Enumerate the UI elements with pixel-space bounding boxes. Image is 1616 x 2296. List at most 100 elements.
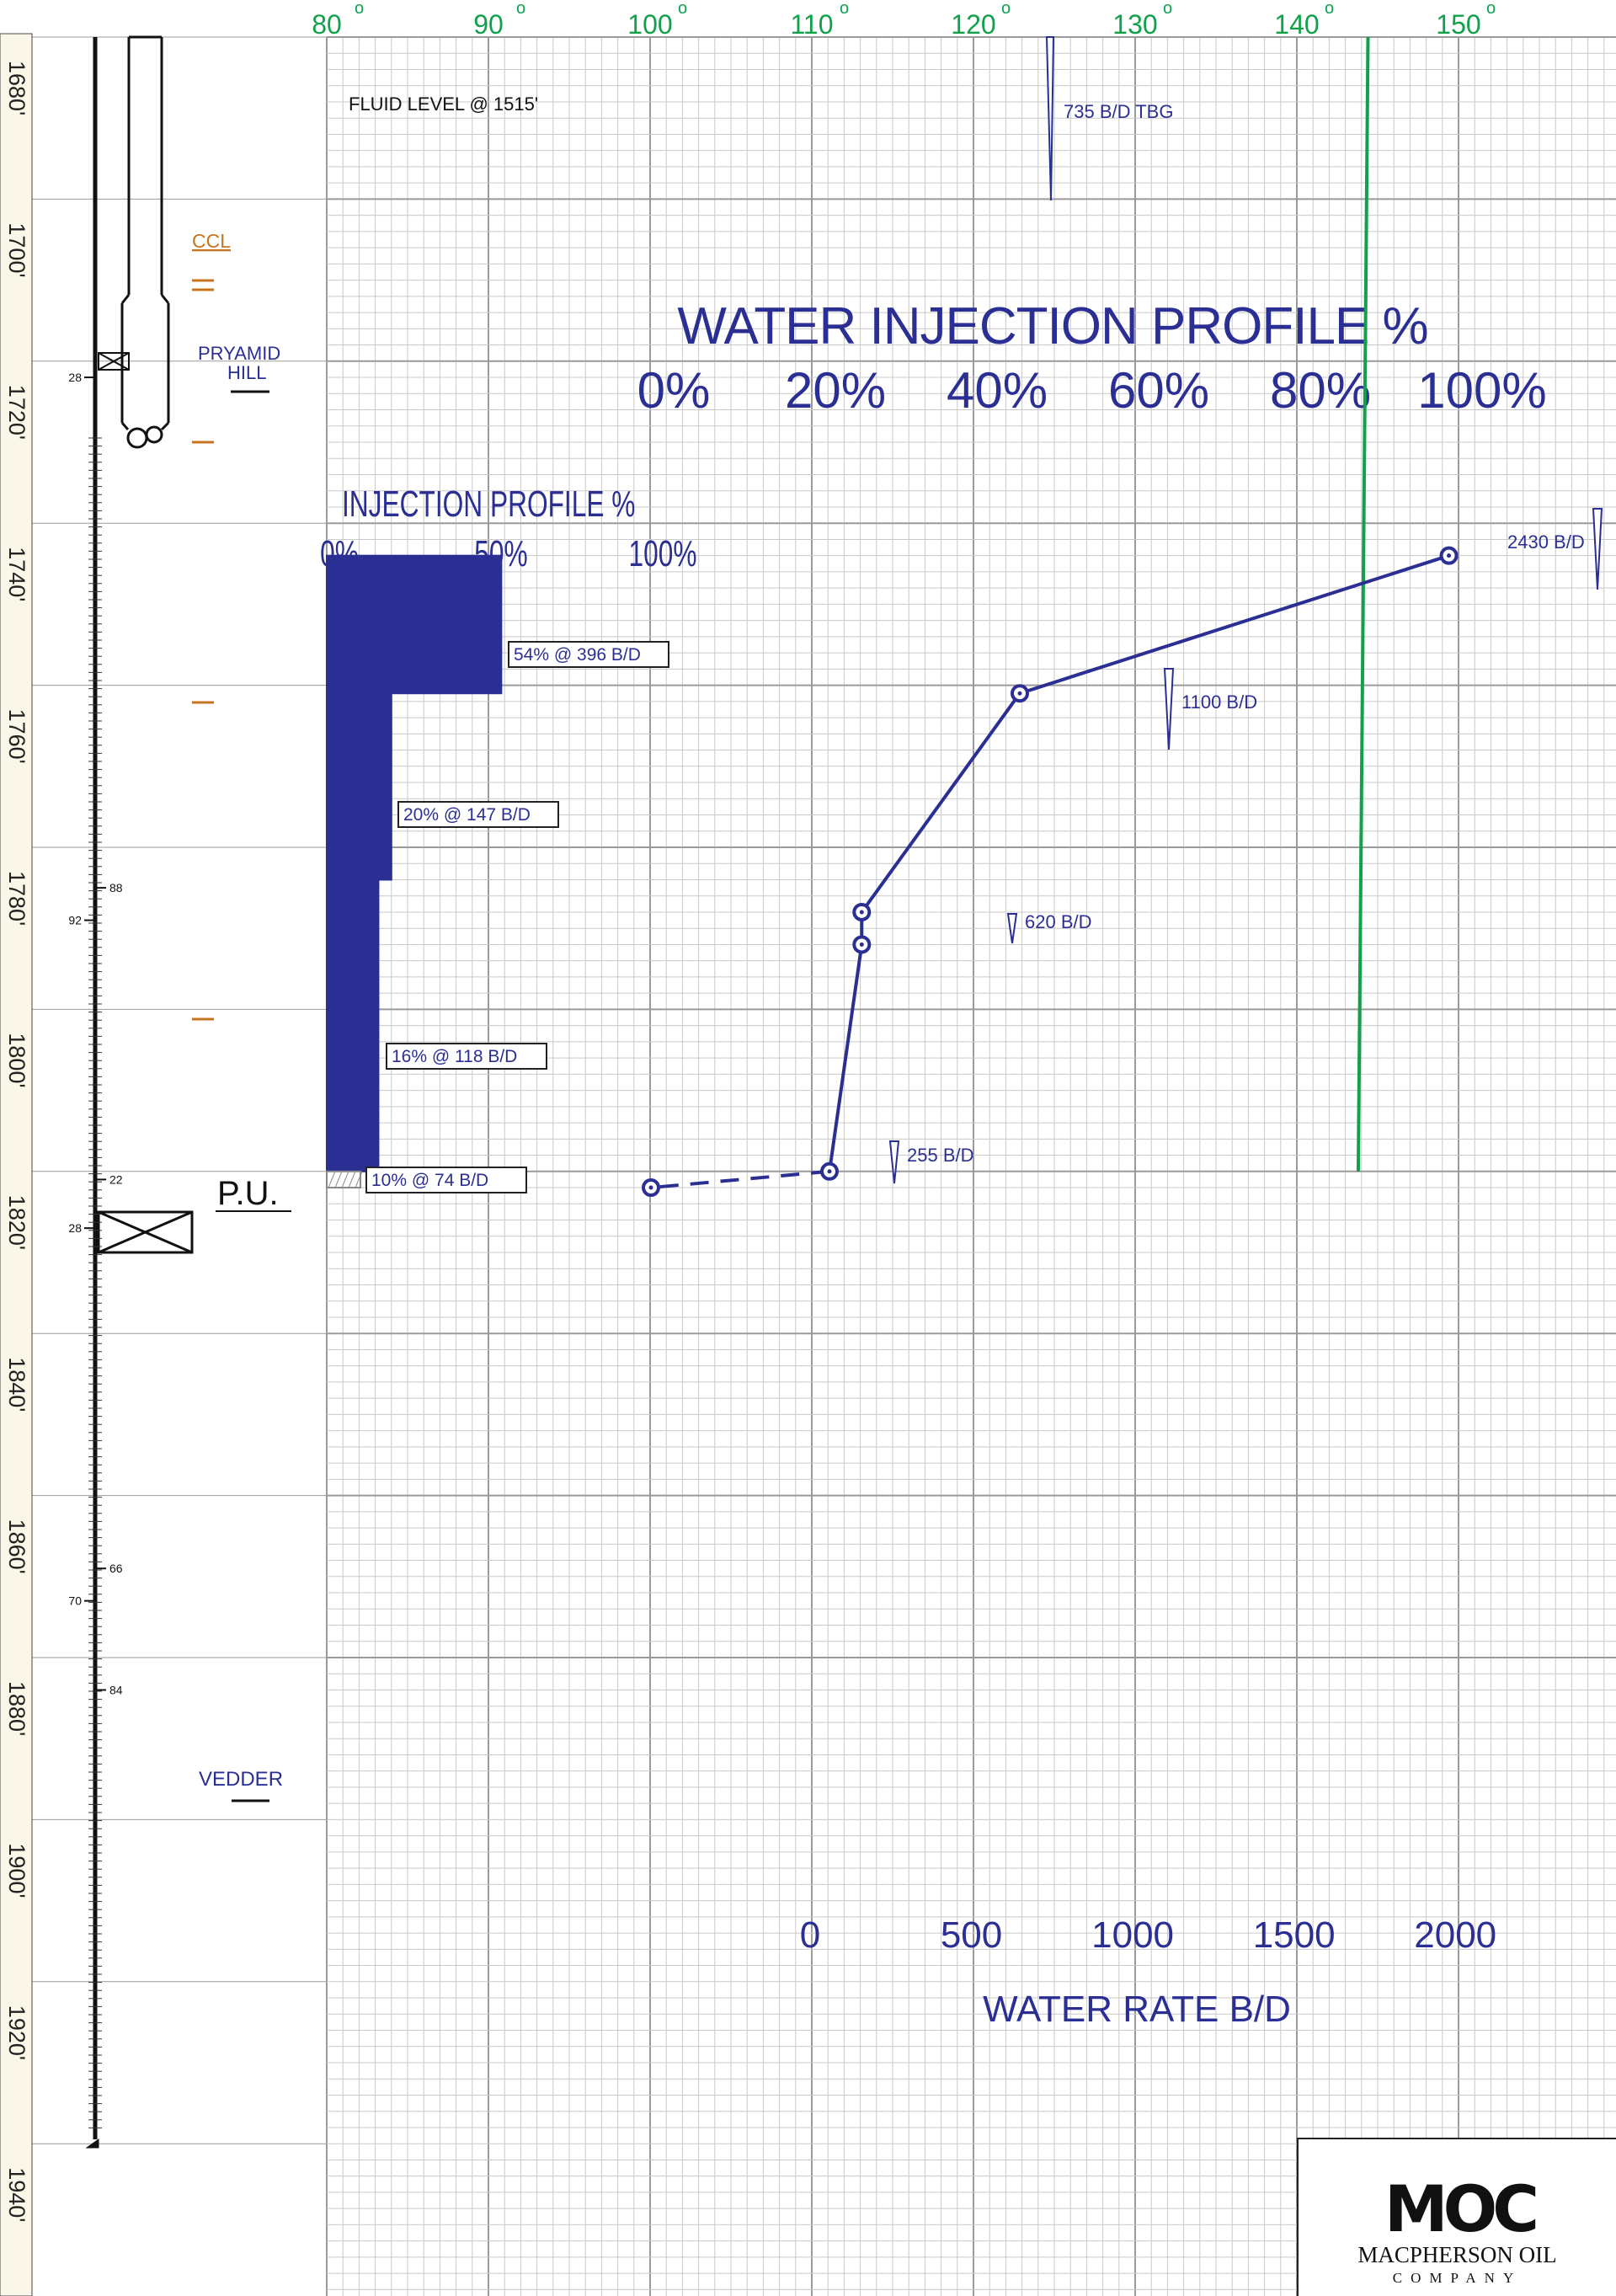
temperature-label: 130 <box>1112 9 1157 40</box>
ccl-label: CCL <box>192 230 231 252</box>
degree-symbol: o <box>355 0 364 18</box>
depth-label: 1780' <box>4 871 29 926</box>
depth-label: 1720' <box>4 385 29 440</box>
water-rate-point-center <box>1447 553 1452 558</box>
main-percent-ticks: 0% 20% 40% 60% 80% 100% <box>637 362 1547 419</box>
profile-bar-label-box <box>365 1167 527 1193</box>
fluid-level-note: FLUID LEVEL @ 1515' <box>349 93 538 115</box>
logo-mark: MOC <box>1384 2171 1539 2246</box>
formation-label-vedder: VEDDER <box>199 1768 283 1791</box>
water-rate-ticks: 0 500 1000 1500 2000 <box>800 1914 1496 1956</box>
degree-symbol: o <box>1001 0 1011 18</box>
profile-bar-hatch <box>334 1171 343 1188</box>
temperature-label: 110 <box>790 9 833 40</box>
main-percent-tick: 60% <box>1108 362 1209 419</box>
injection-profile-bars: 54% @ 396 B/D 20% @ 147 B/D 16% @ 118 B/D 1… <box>326 554 669 1193</box>
temperature-label: 140 <box>1274 9 1319 40</box>
main-percent-tick: 20% <box>785 362 886 419</box>
temperature-label: 150 <box>1436 9 1480 40</box>
rate-marker-label: 255 B/D <box>907 1145 974 1166</box>
degree-symbol: o <box>1325 0 1334 18</box>
profile-title: INJECTION PROFILE % <box>342 483 635 525</box>
degree-symbol: o <box>678 0 687 18</box>
formation-label-hill: HILL <box>227 362 266 383</box>
joint-number: 28 <box>68 1221 82 1235</box>
rate-marker <box>1163 668 1175 750</box>
rate-markers: 2430 B/D 1100 B/D 620 B/D 255 B/D <box>888 508 1603 1184</box>
water-rate-segment <box>828 944 864 1172</box>
depth-label: 1940' <box>4 2167 29 2222</box>
depth-label: 1880' <box>4 1681 29 1736</box>
casing-joint-ticks: 28 88 92 22 28 66 70 84 <box>68 371 123 2128</box>
main-title: WATER INJECTION PROFILE % <box>677 297 1427 355</box>
temperature-curve <box>1356 36 1370 1172</box>
joint-number: 28 <box>68 371 82 384</box>
water-rate-tick: 500 <box>941 1914 1002 1956</box>
profile-bar-label-box <box>508 641 669 668</box>
depth-label: 1900' <box>4 1843 29 1898</box>
degree-symbol: o <box>516 0 525 18</box>
profile-bar-label-box <box>397 801 559 828</box>
water-rate-tick: 1000 <box>1091 1914 1174 1956</box>
depth-label: 1860' <box>4 1519 29 1574</box>
water-rate-point-center <box>648 1185 653 1190</box>
profile-percent-tick: 100% <box>628 533 696 574</box>
depth-axis-labels: 1680' 1700' 1720' 1740' 1760' 1780' 1800' 1820'… <box>4 61 29 2222</box>
depth-label: 1740' <box>4 547 29 601</box>
water-rate-segment <box>1019 553 1450 696</box>
depth-label: 1920' <box>4 2005 29 2060</box>
profile-bar-label: 20% @ 147 B/D <box>403 805 531 825</box>
temperature-axis-labels: 80 o 90 o 100 o 110 o 120 o 130 o 140 o 150 o <box>312 0 1496 40</box>
profile-bar-label: 10% @ 74 B/D <box>371 1171 488 1190</box>
profile-bar <box>326 878 380 1172</box>
formation-label-pryamid: PRYAMID <box>198 343 280 364</box>
company-logo: MOC MACPHERSON OIL COMPANY <box>1297 2138 1616 2296</box>
joint-number: 92 <box>68 914 82 927</box>
water-rate-segment <box>860 692 1021 914</box>
water-rate-point-center <box>827 1169 832 1174</box>
wellbore-schematic <box>85 35 194 2149</box>
temperature-label: 100 <box>627 9 672 40</box>
degree-symbol: o <box>1163 0 1172 18</box>
main-percent-tick: 100% <box>1417 362 1546 419</box>
profile-bar-hatch <box>341 1171 349 1188</box>
packer-label: P.U. <box>217 1175 279 1212</box>
profile-bar <box>326 554 503 695</box>
profile-bar-label: 16% @ 118 B/D <box>392 1047 517 1066</box>
depth-label: 1700' <box>4 222 29 277</box>
water-rate-point-center <box>859 942 864 947</box>
water-rate-line <box>642 546 1459 1198</box>
profile-bar-hatch <box>355 1171 363 1188</box>
water-rate-tick: 1500 <box>1253 1914 1336 1956</box>
rate-marker <box>1592 508 1603 590</box>
water-rate-tick: 0 <box>800 1914 820 1956</box>
temperature-label: 90 <box>473 9 504 40</box>
degree-symbol: o <box>840 0 849 18</box>
rate-marker <box>1006 913 1018 944</box>
joint-number: 84 <box>109 1683 123 1696</box>
rate-marker-label: 2430 B/D <box>1507 531 1585 553</box>
joint-number: 22 <box>109 1172 123 1186</box>
profile-bar-hatch <box>328 1171 336 1188</box>
logo-company-sub: COMPANY <box>1392 2270 1523 2286</box>
water-rate-point-center <box>1017 691 1022 696</box>
temperature-label: 80 <box>312 9 342 40</box>
depth-axis-strip <box>0 33 33 2296</box>
logo-company-name: MACPHERSON OIL <box>1357 2242 1557 2267</box>
ccl-marks <box>192 279 214 1021</box>
depth-label: 1840' <box>4 1357 29 1412</box>
joint-number: 70 <box>68 1594 82 1608</box>
joint-number: 66 <box>109 1562 123 1575</box>
water-rate-point-center <box>859 910 864 915</box>
water-rate-title: WATER RATE B/D <box>983 1989 1291 2030</box>
rate-marker-label: 620 B/D <box>1025 911 1092 932</box>
main-percent-tick: 0% <box>637 362 711 419</box>
main-percent-tick: 80% <box>1270 362 1371 419</box>
water-rate-tick: 2000 <box>1414 1914 1496 1956</box>
profile-bar-label: 54% @ 396 B/D <box>514 645 641 665</box>
depth-label: 1760' <box>4 709 29 764</box>
joint-number: 88 <box>109 881 123 894</box>
tbg-rate-marker <box>1045 36 1055 201</box>
depth-label: 1680' <box>4 61 29 115</box>
